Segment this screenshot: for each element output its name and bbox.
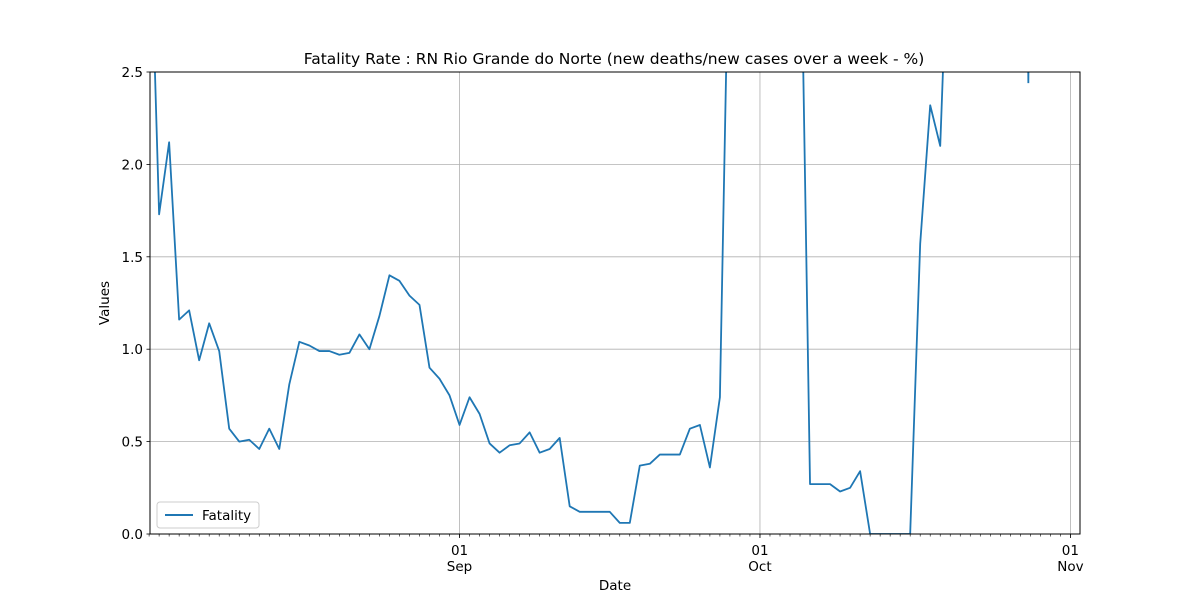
- data-point: [559, 437, 561, 439]
- data-point: [358, 333, 360, 335]
- data-point: [228, 428, 230, 430]
- data-point: [569, 505, 571, 507]
- data-point: [378, 315, 380, 317]
- y-axis-label: Values: [97, 281, 113, 325]
- data-point: [679, 454, 681, 456]
- data-point: [158, 213, 160, 215]
- series-line-fatality: [154, 72, 944, 534]
- data-point: [238, 441, 240, 443]
- data-point: [198, 359, 200, 361]
- data-point: [168, 141, 170, 143]
- data-point: [919, 243, 921, 245]
- chart-title: Fatality Rate : RN Rio Grande do Norte (…: [304, 50, 925, 68]
- plot-frame: [149, 71, 1081, 535]
- data-point: [839, 491, 841, 493]
- data-point: [318, 350, 320, 352]
- y-tick-label: 1.5: [122, 250, 143, 266]
- legend-box: [156, 501, 260, 529]
- data-point: [479, 413, 481, 415]
- data-point: [338, 354, 340, 356]
- data-point: [418, 304, 420, 306]
- x-tick-label-day: 01: [451, 543, 468, 559]
- data-point: [529, 431, 531, 433]
- x-tick-label-month: Nov: [1057, 559, 1083, 575]
- data-point: [268, 428, 270, 430]
- x-tick-label-month: Oct: [748, 559, 771, 575]
- data-point: [368, 348, 370, 350]
- data-point: [819, 483, 821, 485]
- data-point: [449, 394, 451, 396]
- data-point: [248, 439, 250, 441]
- data-point: [459, 424, 461, 426]
- data-point: [398, 280, 400, 282]
- data-point: [519, 442, 521, 444]
- data-point: [669, 454, 671, 456]
- legend-label-fatality: Fatality: [202, 508, 251, 524]
- x-tick-label-month: Sep: [447, 559, 472, 575]
- data-point: [278, 448, 280, 450]
- data-point: [509, 444, 511, 446]
- data-point: [829, 483, 831, 485]
- data-point: [939, 145, 941, 147]
- data-point: [439, 378, 441, 380]
- data-point: [348, 352, 350, 354]
- series-line-fatality-spike: [1027, 72, 1030, 84]
- data-point: [499, 452, 501, 454]
- data-point: [328, 350, 330, 352]
- data-point: [408, 295, 410, 297]
- data-point: [218, 350, 220, 352]
- y-tick-label: 2.5: [122, 65, 143, 81]
- data-point: [308, 345, 310, 347]
- data-point: [809, 483, 811, 485]
- data-point: [188, 309, 190, 311]
- data-point: [689, 428, 691, 430]
- data-point: [489, 442, 491, 444]
- data-point: [629, 522, 631, 524]
- data-point: [929, 104, 931, 106]
- data-point: [178, 319, 180, 321]
- data-point: [599, 511, 601, 513]
- data-point: [849, 487, 851, 489]
- data-point: [298, 341, 300, 343]
- series-layer: [154, 72, 1030, 534]
- legend: Fatality: [156, 501, 260, 529]
- y-tick-label: 2.0: [122, 157, 143, 173]
- data-point: [709, 466, 711, 468]
- data-point: [579, 511, 581, 513]
- data-point: [288, 383, 290, 385]
- data-point: [469, 396, 471, 398]
- data-point: [609, 511, 611, 513]
- data-point: [859, 470, 861, 472]
- data-point: [258, 448, 260, 450]
- data-point: [699, 424, 701, 426]
- data-point: [619, 522, 621, 524]
- y-tick-label: 1.0: [122, 342, 143, 358]
- x-tick-label-day: 01: [1062, 543, 1079, 559]
- data-point: [429, 367, 431, 369]
- data-point: [719, 396, 721, 398]
- data-point: [549, 448, 551, 450]
- data-point: [539, 452, 541, 454]
- x-tick-label-day: 01: [751, 543, 768, 559]
- x-axis-label: Date: [599, 578, 631, 594]
- data-point: [388, 274, 390, 276]
- y-tick-label: 0.0: [122, 527, 143, 543]
- y-tick-label: 0.5: [122, 435, 143, 451]
- data-point: [208, 322, 210, 324]
- data-point: [659, 454, 661, 456]
- data-point: [649, 463, 651, 465]
- data-point: [639, 465, 641, 467]
- data-point: [589, 511, 591, 513]
